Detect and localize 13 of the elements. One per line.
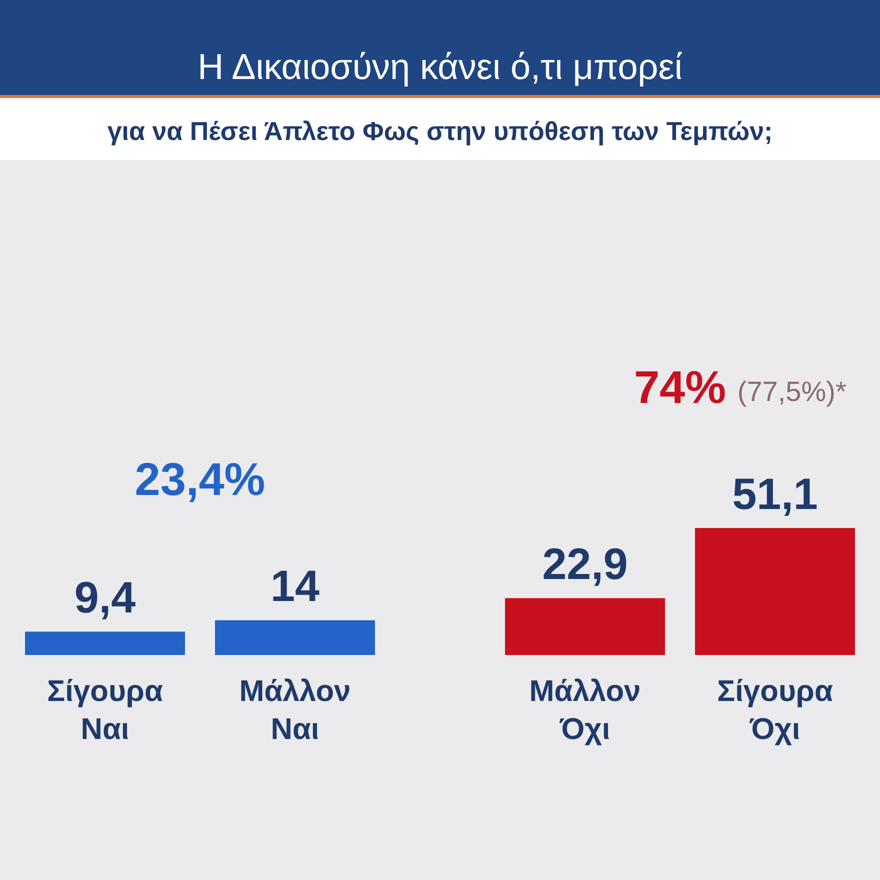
- data-label: 22,9: [542, 540, 628, 590]
- data-label: 51,1: [732, 470, 818, 519]
- data-label: 9,4: [74, 574, 136, 623]
- chart-title: Η Δικαιοσύνη κάνει ό,τι μπορεί: [198, 46, 682, 87]
- x-tick-label: Μάλλον Ναι: [239, 675, 351, 746]
- x-tick-label: Σίγουρα Όχι: [717, 675, 834, 746]
- data-label: 14: [270, 562, 320, 612]
- chart-subtitle: για να Πέσει Άπλετο Φως στην υπόθεση των Τεμπών;: [107, 116, 773, 146]
- text: 74%: [634, 361, 726, 413]
- text: (77,5%)*: [737, 376, 846, 407]
- x-tick-label: Μάλλον Όχι: [529, 675, 641, 746]
- x-tick-label: Σίγουρα Ναι: [47, 675, 164, 746]
- text: 23,4%: [134, 453, 266, 506]
